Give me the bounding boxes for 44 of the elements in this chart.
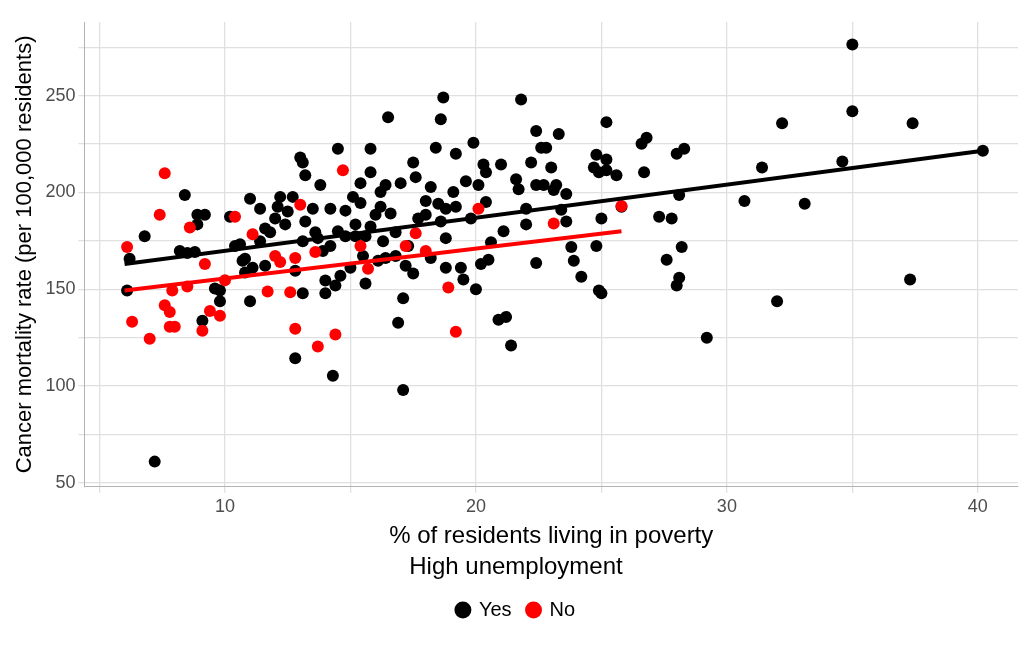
x-axis-title: % of residents living in poverty [389,521,714,549]
point [309,246,322,259]
legend-label: No [549,597,576,620]
point [409,227,422,240]
point [158,167,171,180]
point [153,208,166,221]
legend-title: High unemployment [409,551,624,579]
point [126,315,139,328]
point [121,241,134,254]
y-tick-label: 150 [45,278,76,299]
point [246,228,259,241]
point [163,306,176,319]
point [472,202,485,215]
x-tick-label: 20 [465,495,486,516]
point [229,210,242,223]
point [196,324,209,337]
point [354,240,367,253]
point [284,286,297,299]
point [143,332,156,345]
y-tick-label: 250 [45,84,76,105]
point [261,285,274,298]
x-tick-label: 40 [967,495,988,516]
point [203,304,216,317]
x-tick-label: 30 [716,495,737,516]
point [289,251,302,264]
point [362,262,375,275]
point [274,255,287,268]
point [311,340,324,353]
point [336,164,349,177]
y-axis-title: Cancer mortality rate (per 100,000 residents) [11,35,37,474]
point [442,281,455,294]
y-tick-label: 100 [45,375,76,396]
point [213,309,226,322]
point [329,328,342,341]
point [198,257,211,270]
point [294,198,307,211]
y-tick-label: 50 [55,471,76,492]
point [449,325,462,338]
point [289,322,302,335]
point [183,221,196,234]
y-tick-label: 200 [45,181,76,202]
legend-label: Yes [478,597,512,620]
point [547,217,560,230]
x-tick-label: 10 [214,495,235,516]
